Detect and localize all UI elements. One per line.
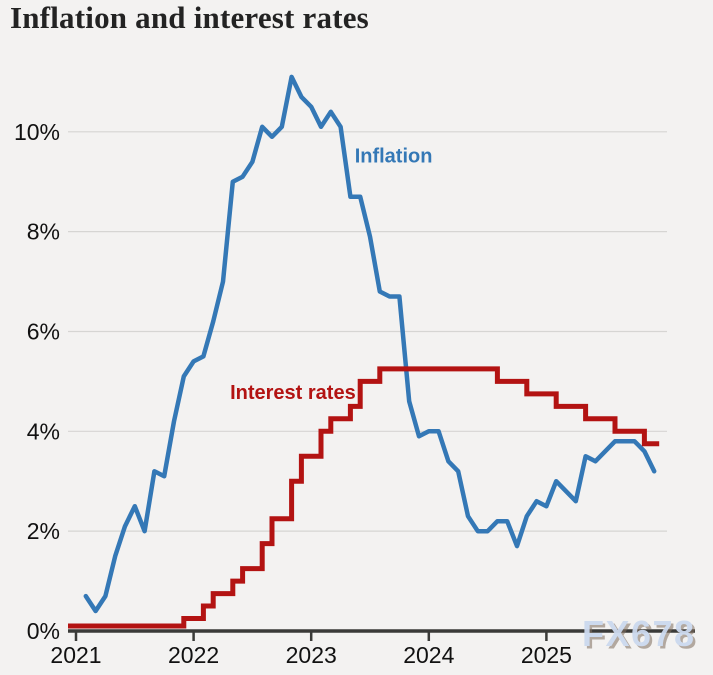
x-axis-label-2024: 2024 (403, 642, 454, 668)
y-axis-label-0%: 0% (27, 618, 60, 644)
y-axis-label-2%: 2% (27, 518, 60, 544)
y-axis-label-6%: 6% (27, 318, 60, 344)
y-axis-label-4%: 4% (27, 418, 60, 444)
x-axis-label-2021: 2021 (50, 642, 101, 668)
x-axis-label-2025: 2025 (521, 642, 572, 668)
y-axis-label-8%: 8% (27, 219, 60, 245)
interest-rates-line (68, 366, 660, 629)
x-axis-label-2023: 2023 (286, 642, 337, 668)
y-axis-label-10%: 10% (14, 119, 60, 145)
chart-title: Inflation and interest rates (10, 0, 369, 35)
inflation-line (83, 74, 657, 614)
series-label-inflation: Inflation (355, 145, 433, 167)
watermark: FX678 (582, 613, 696, 654)
x-axis-label-2022: 2022 (168, 642, 219, 668)
series-label-interest-rates: Interest rates (230, 382, 356, 404)
